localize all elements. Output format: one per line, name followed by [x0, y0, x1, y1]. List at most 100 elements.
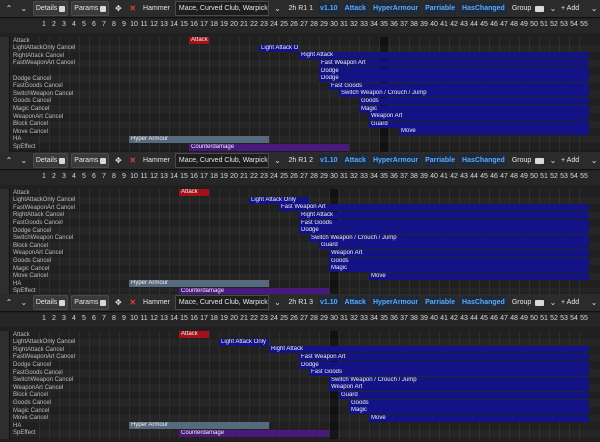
weapon-dropdown-icon[interactable]: ⌄	[274, 298, 281, 307]
track-label: SwitchWeapon Cancel	[13, 235, 74, 242]
event-bar-blue[interactable]: Dodge	[299, 361, 589, 369]
event-bar-ha[interactable]: Hyper Armour	[129, 422, 269, 430]
event-bar-blue[interactable]: Goods	[359, 98, 589, 106]
details-button[interactable]: Details	[32, 153, 69, 168]
track-label: FastGoods Cancel	[13, 83, 63, 90]
frame-tick: 41	[440, 21, 448, 28]
animation-name: 2h R1 3	[288, 299, 313, 306]
expand-icon[interactable]: ✥	[115, 298, 122, 307]
params-button[interactable]: Params	[71, 1, 110, 16]
frame-tick: 33	[360, 173, 368, 180]
gear-icon[interactable]	[535, 5, 545, 12]
event-bar-blue[interactable]: Fast Weapon Art	[319, 60, 589, 68]
group-dropdown-icon[interactable]: ⌄	[549, 298, 557, 307]
gear-icon[interactable]	[535, 157, 545, 164]
event-bar-blue[interactable]: Move	[369, 272, 589, 280]
weapon-dropdown-icon[interactable]: ⌄	[274, 4, 281, 13]
expand-icon[interactable]: ✥	[115, 4, 122, 13]
event-bar-ha[interactable]: Hyper Armour	[129, 136, 269, 144]
frame-tick: 23	[260, 173, 268, 180]
weapon-list-field[interactable]: Mace, Curved Club, Warpick, M...	[174, 1, 269, 16]
event-bar-blue[interactable]: Magic	[329, 265, 589, 273]
details-button[interactable]: Details	[32, 1, 69, 16]
event-bar-blue[interactable]: Guard	[339, 392, 589, 400]
track-row: Move Cancel Move	[0, 128, 600, 136]
params-button[interactable]: Params	[71, 295, 110, 310]
event-bar-blue[interactable]: Magic	[359, 105, 589, 113]
event-bar-blue[interactable]: Light Attack Only	[219, 338, 269, 346]
collapse-up-icon[interactable]: ⌃	[5, 156, 13, 165]
grid-line	[49, 37, 50, 153]
frame-tick: 28	[310, 21, 318, 28]
chevron-down-icon[interactable]: ⌄	[20, 298, 28, 307]
event-bar-red[interactable]: Attack	[189, 37, 209, 45]
grid-line	[149, 331, 150, 440]
event-bar-blue[interactable]: Weapon Art	[369, 113, 589, 121]
chevron-down-icon[interactable]: ⌄	[20, 156, 28, 165]
close-icon[interactable]: ✕	[129, 156, 137, 165]
close-icon[interactable]: ✕	[129, 298, 137, 307]
event-bar-red[interactable]: Attack	[179, 189, 209, 197]
add-button[interactable]: + Add	[561, 5, 580, 12]
event-bar-blue[interactable]: Fast Goods	[309, 369, 589, 377]
event-bar-blue[interactable]: Weapon Art	[329, 384, 589, 392]
event-bar-blue[interactable]: Fast Goods	[329, 82, 589, 90]
event-bar-blue[interactable]: Switch Weapon / Crouch / Jump	[329, 376, 589, 384]
weapon-dropdown-icon[interactable]: ⌄	[274, 156, 281, 165]
version-tag: v1.10	[318, 296, 340, 309]
weapon-list-field[interactable]: Mace, Curved Club, Warpick, M...	[174, 295, 269, 310]
chevron-down-icon[interactable]: ⌄	[20, 4, 28, 13]
event-bar-blue[interactable]: Right Attack	[299, 52, 589, 60]
frame-tick: 20	[230, 173, 238, 180]
frame-tick: 29	[320, 173, 328, 180]
event-bar-blue[interactable]: Fast Weapon Art	[299, 354, 589, 362]
expand-icon[interactable]: ✥	[115, 156, 122, 165]
event-bar-blue[interactable]: Right Attack	[269, 346, 589, 354]
add-button[interactable]: + Add	[561, 299, 580, 306]
group-dropdown-icon[interactable]: ⌄	[549, 4, 557, 13]
event-bar-blue[interactable]: Magic	[349, 407, 589, 415]
event-bar-blue[interactable]: Switch Weapon / Crouch / Jump	[339, 90, 589, 98]
event-bar-blue[interactable]: Fast Weapon Art	[279, 204, 589, 212]
event-bar-purple[interactable]: Counterdamage	[189, 143, 349, 151]
event-bar-blue[interactable]: Weapon Art	[329, 250, 589, 258]
event-bar-blue[interactable]: Dodge	[319, 67, 589, 75]
frame-tick: 29	[320, 315, 328, 322]
add-dropdown-icon[interactable]: ⌄	[590, 298, 598, 307]
grid-line	[99, 331, 100, 440]
event-bar-blue[interactable]: Switch Weapon / Crouch / Jump	[309, 234, 589, 242]
event-bar-blue[interactable]: Light Attack Only	[249, 196, 309, 204]
details-button[interactable]: Details	[32, 295, 69, 310]
event-bar-purple[interactable]: Counterdamage	[179, 430, 329, 438]
event-bar-blue[interactable]: Dodge	[319, 75, 589, 83]
frame-tick: 51	[540, 21, 548, 28]
params-button[interactable]: Params	[71, 153, 110, 168]
weapon-list-field[interactable]: Mace, Curved Club, Warpick, M...	[174, 153, 269, 168]
close-icon[interactable]: ✕	[129, 4, 137, 13]
collapse-up-icon[interactable]: ⌃	[5, 4, 13, 13]
event-bar-blue[interactable]: Goods	[349, 399, 589, 407]
grid-line	[59, 37, 60, 153]
event-bar-blue[interactable]: Guard	[319, 242, 589, 250]
event-bar-blue[interactable]: Fast Goods	[299, 219, 589, 227]
event-bar-blue[interactable]: Move	[399, 128, 589, 136]
add-button[interactable]: + Add	[561, 157, 580, 164]
gear-icon[interactable]	[535, 299, 545, 306]
event-bar-blue[interactable]: Light Attack O...	[259, 44, 299, 52]
event-bar-red[interactable]: Attack	[179, 331, 209, 339]
frame-tick: 26	[290, 173, 298, 180]
add-dropdown-icon[interactable]: ⌄	[590, 156, 598, 165]
event-bar-ha[interactable]: Hyper Armour	[129, 280, 269, 288]
frame-tick: 37	[400, 21, 408, 28]
frame-tick: 8	[112, 21, 116, 28]
frame-tick: 51	[540, 315, 548, 322]
event-bar-blue[interactable]: Move	[369, 414, 589, 422]
group-dropdown-icon[interactable]: ⌄	[549, 156, 557, 165]
event-bar-blue[interactable]: Dodge	[299, 227, 589, 235]
event-bar-blue[interactable]: Guard	[369, 120, 589, 128]
event-bar-blue[interactable]: Right Attack	[299, 212, 589, 220]
event-bar-purple[interactable]: Counterdamage	[179, 288, 329, 296]
collapse-up-icon[interactable]: ⌃	[5, 298, 13, 307]
add-dropdown-icon[interactable]: ⌄	[590, 4, 598, 13]
event-bar-blue[interactable]: Goods	[329, 257, 589, 265]
